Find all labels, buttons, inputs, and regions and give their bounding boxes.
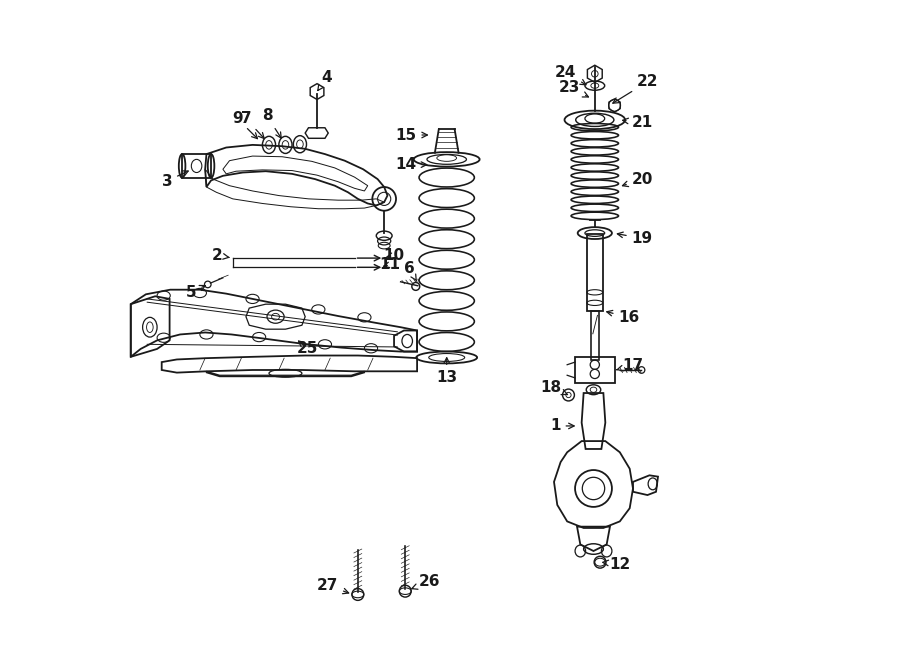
- Text: 18: 18: [541, 379, 568, 395]
- Text: 15: 15: [395, 128, 428, 143]
- Text: 2: 2: [212, 248, 229, 263]
- Text: 10: 10: [382, 248, 404, 263]
- Text: 6: 6: [404, 261, 417, 282]
- Text: 20: 20: [623, 172, 653, 186]
- Text: 4: 4: [318, 70, 332, 91]
- Text: 3: 3: [162, 171, 188, 188]
- Text: 8: 8: [262, 108, 281, 138]
- Text: 27: 27: [317, 578, 348, 594]
- Text: 12: 12: [603, 557, 631, 572]
- Text: 14: 14: [395, 157, 427, 172]
- Text: 16: 16: [607, 310, 640, 325]
- Text: 17: 17: [616, 358, 643, 373]
- Text: 24: 24: [555, 65, 586, 85]
- Text: 25: 25: [296, 340, 318, 356]
- Text: 9: 9: [232, 111, 257, 139]
- Text: 1: 1: [550, 418, 574, 434]
- Text: 13: 13: [436, 358, 457, 385]
- Text: 26: 26: [412, 574, 440, 590]
- Text: 5: 5: [186, 285, 205, 300]
- Text: 22: 22: [613, 74, 659, 103]
- Text: 19: 19: [617, 231, 652, 246]
- Text: 23: 23: [559, 80, 589, 97]
- Text: 11: 11: [380, 257, 400, 272]
- Text: 7: 7: [240, 111, 265, 139]
- Text: 21: 21: [623, 115, 652, 130]
